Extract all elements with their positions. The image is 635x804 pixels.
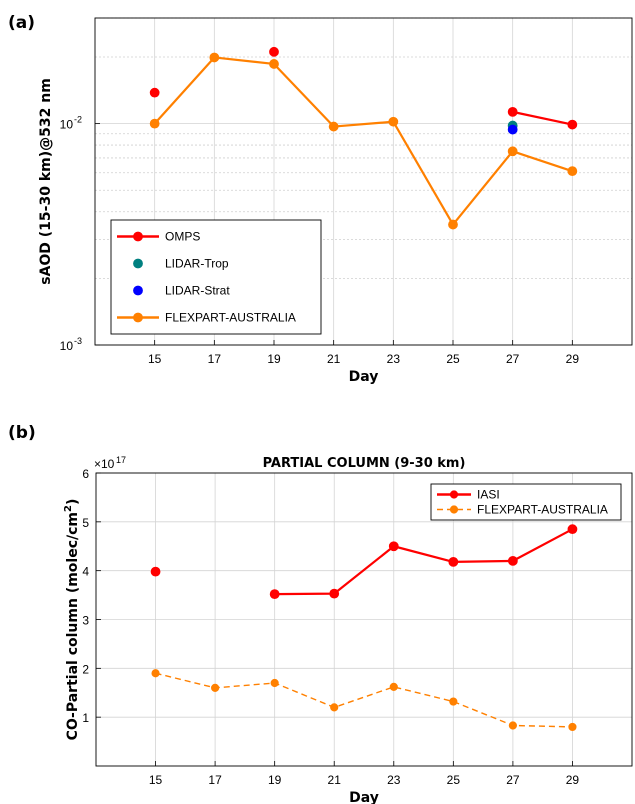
y-tick-label: 2 [82, 662, 89, 676]
panel-label-a: (a) [8, 13, 35, 33]
data-point-omps [507, 106, 518, 117]
data-point-iasi [329, 588, 340, 599]
y-tick-label: 10 [60, 339, 74, 353]
legend-box [110, 219, 322, 335]
series-a [149, 46, 578, 230]
data-point-flexpart-australia [567, 166, 578, 177]
y-tick-label: 5 [82, 516, 89, 530]
x-tick-label: 27 [506, 773, 520, 787]
plot-frame-b [95, 472, 633, 767]
y-tick-label: 6 [82, 467, 89, 481]
x-tick-label: 19 [268, 773, 282, 787]
data-point-omps [149, 87, 160, 98]
x-tick-label: 25 [446, 352, 460, 366]
data-point-flexpart-australia [448, 219, 458, 230]
x-tick-label: 19 [267, 352, 281, 366]
x-tick-label: 21 [327, 352, 341, 366]
y-axis-label-main: CO-Partial column (molec/cm [65, 512, 81, 740]
y-multiplier: ×10 [94, 457, 115, 471]
data-point-iasi [507, 556, 518, 566]
y-multiplier-exponent: 17 [116, 455, 126, 465]
data-point-lidar-strat [507, 124, 518, 135]
legend-marker-omps [133, 231, 143, 242]
y-tick-label: 1 [82, 711, 89, 725]
data-point-flexpart-australia [328, 121, 339, 132]
chart-panel-b: (b) PARTIAL COLUMN (9-30 km) 15 17 19 21 23 2… [8, 423, 633, 804]
y-tick-label-exponent: -2 [74, 115, 82, 125]
y-axis-label-a: sAOD (15-30 km)@532 nm [38, 78, 54, 285]
series-b [150, 524, 578, 732]
legend-marker-iasi [449, 490, 459, 499]
legend-label-flexpart-australia: FLEXPART-AUSTRALIA [477, 503, 608, 517]
data-point-flexpart-australia [568, 722, 577, 732]
data-point-flexpart-australia [151, 669, 160, 678]
x-tick-label: 29 [566, 352, 580, 366]
legend-box [430, 483, 622, 521]
x-tick-label: 25 [447, 773, 461, 787]
data-point-flexpart-australia [149, 118, 160, 129]
legend-marker-flexpart-australia [133, 312, 143, 323]
legend-label-omps: OMPS [165, 230, 200, 244]
y-tick-label: 3 [82, 614, 89, 628]
y-tick-label: 4 [82, 565, 89, 579]
panel-label-b: (b) [8, 423, 36, 443]
legend-a: OMPS LIDAR-Trop LIDAR-Strat FLEXPART-AUSTRA… [110, 219, 322, 335]
data-point-flexpart-australia [508, 721, 517, 730]
legend-label-flexpart-australia: FLEXPART-AUSTRALIA [165, 311, 296, 325]
legend-marker-lidar-trop [133, 258, 143, 269]
data-point-omps [567, 119, 578, 130]
data-point-iasi [448, 556, 459, 567]
x-tick-label: 17 [208, 773, 222, 787]
legend-marker-flexpart-australia [449, 505, 459, 514]
data-point-iasi [150, 566, 161, 577]
x-tick-label: 15 [148, 352, 162, 366]
data-point-iasi [269, 589, 280, 600]
x-axis-label-a: Day [349, 369, 379, 385]
x-tick-label: 23 [387, 773, 401, 787]
series-line-flexpart-australia [155, 672, 573, 728]
x-tick-label: 27 [506, 352, 520, 366]
series-line-omps [512, 110, 573, 126]
data-point-flexpart-australia [270, 678, 279, 688]
x-axis-label-b: Day [349, 790, 379, 804]
y-axis-label-superscript: 2 [63, 505, 74, 512]
legend-marker-lidar-strat [133, 285, 143, 296]
y-tick-label-exponent: -3 [74, 336, 82, 346]
data-point-flexpart-australia [449, 697, 458, 706]
y-tick-label: 10 [60, 118, 74, 132]
plot-frame-a [94, 17, 633, 346]
x-tick-label: 15 [149, 773, 163, 787]
legend-label-iasi: IASI [477, 488, 500, 502]
y-axis-label-b: CO-Partial column (molec/cm2) [63, 499, 81, 741]
data-point-omps [269, 46, 279, 57]
x-tick-label: 21 [328, 773, 342, 787]
chart-title-b: PARTIAL COLUMN (9-30 km) [263, 456, 466, 471]
y-axis-label-tail: ) [65, 499, 81, 505]
data-point-flexpart-australia [209, 52, 220, 63]
data-point-flexpart-australia [388, 116, 399, 127]
data-point-flexpart-australia [389, 682, 398, 691]
x-tick-label: 17 [208, 352, 222, 366]
legend-label-lidar-strat: LIDAR-Strat [165, 284, 230, 298]
data-point-flexpart-australia [211, 683, 220, 692]
data-point-iasi [567, 524, 578, 535]
data-point-flexpart-australia [269, 59, 279, 69]
x-tick-label: 23 [387, 352, 401, 366]
series-line-iasi [274, 528, 573, 596]
x-tick-label: 29 [566, 773, 580, 787]
series-line-flexpart-australia [153, 56, 573, 226]
legend-label-lidar-trop: LIDAR-Trop [165, 257, 229, 271]
data-point-flexpart-australia [330, 703, 339, 712]
data-point-iasi [388, 541, 399, 552]
data-point-flexpart-australia [507, 146, 518, 157]
